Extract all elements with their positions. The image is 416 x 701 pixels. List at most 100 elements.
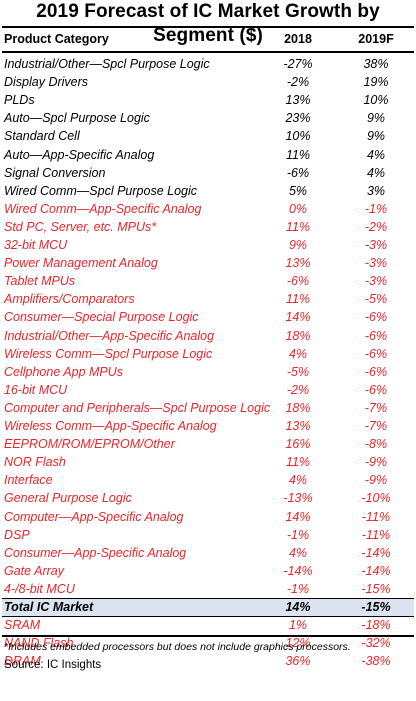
table-row: Wireless Comm—Spcl Purpose Logic 4% -6% (0, 345, 416, 363)
table-row: Consumer—App-Specific Analog 4% -14% (0, 544, 416, 562)
cell-category: Auto—Spcl Purpose Logic (4, 111, 150, 126)
table-row: General Purpose Logic -13% -10% (0, 489, 416, 507)
table-row: Interface 4% -9% (0, 471, 416, 489)
cell-2019f: -6% (364, 310, 388, 325)
table-row: Wireless Comm—App-Specific Analog 13% -7% (0, 417, 416, 435)
cell-2019f: -3% (364, 238, 388, 252)
cell-2019f: -14% (361, 563, 391, 578)
cell-2018: 9% (288, 238, 308, 252)
cell-2018: 11% (285, 292, 311, 307)
header-product-category: Product Category (4, 32, 109, 46)
table-row: NAND Flash 12% -32% (0, 634, 416, 652)
cell-2019f: -11% (361, 509, 391, 524)
cell-2018: 14% (285, 600, 311, 614)
cell-2018: 0% (288, 201, 308, 216)
cell-category: SRAM (4, 618, 41, 633)
cell-2018: 13% (285, 419, 311, 433)
cell-category: EEPROM/ROM/EPROM/Other (4, 437, 175, 452)
cell-category: Industrial/Other—Spcl Purpose Logic (4, 57, 210, 71)
cell-2018: 12% (285, 636, 311, 651)
cell-2018: 18% (285, 400, 311, 415)
table-row: EEPROM/ROM/EPROM/Other 16% -8% (0, 435, 416, 453)
cell-category: Industrial/Other—App-Specific Analog (4, 328, 215, 343)
cell-category: Power Management Analog (4, 256, 158, 271)
cell-category: Cellphone App MPUs (4, 364, 124, 379)
cell-category: Wireless Comm—App-Specific Analog (4, 419, 217, 433)
cell-2018: -13% (283, 491, 313, 506)
table-row: Std PC, Server, etc. MPUs* 11% -2% (0, 218, 416, 236)
cell-2018: 4% (288, 473, 308, 488)
table-row: Wired Comm—App-Specific Analog 0% -1% (0, 200, 416, 218)
cell-category: 16-bit MCU (4, 382, 68, 397)
table-row: Cellphone App MPUs -5% -6% (0, 363, 416, 381)
cell-2019f: -5% (364, 292, 388, 307)
cell-2019f: -10% (361, 491, 391, 506)
cell-category: Standard Cell (4, 129, 80, 144)
cell-category: NOR Flash (4, 455, 66, 470)
cell-2019f: 4% (366, 165, 386, 180)
cell-category: Wired Comm—Spcl Purpose Logic (4, 183, 198, 198)
cell-2019f: -11% (361, 527, 391, 542)
cell-2018: -2% (286, 75, 310, 90)
cell-category: Std PC, Server, etc. MPUs* (4, 219, 157, 234)
table-row: DSP -1% -11% (0, 526, 416, 544)
cell-2019f: -6% (364, 382, 388, 397)
cell-2018: -6% (286, 165, 310, 180)
cell-2018: 11% (285, 219, 311, 234)
header-2018: 2018 (284, 32, 312, 46)
cell-2018: 14% (285, 310, 311, 325)
cell-2018: 11% (285, 147, 311, 162)
cell-2018: -1% (286, 527, 310, 542)
cell-category: Consumer—App-Specific Analog (4, 545, 187, 560)
cell-category: Tablet MPUs (4, 274, 76, 289)
cell-2019f: 38% (363, 57, 389, 71)
table-row: Auto—Spcl Purpose Logic 23% 9% (0, 109, 416, 127)
cell-2019f: 4% (366, 147, 386, 162)
cell-category: General Purpose Logic (4, 491, 132, 506)
total-row-border (2, 616, 414, 618)
cell-category: Wired Comm—App-Specific Analog (4, 201, 202, 216)
cell-category: DRAM (4, 654, 41, 669)
cell-2018: 4% (288, 545, 308, 560)
cell-2019f: -15% (361, 600, 391, 614)
table-row: Tablet MPUs -6% -3% (0, 272, 416, 290)
cell-category: Computer—App-Specific Analog (4, 509, 184, 524)
cell-2018: 23% (285, 111, 311, 126)
cell-2019f: 3% (366, 183, 386, 198)
cell-2019f: -9% (364, 473, 388, 488)
table-bottom-divider (2, 635, 414, 637)
table-row: Industrial/Other—Spcl Purpose Logic -27% 3… (0, 55, 416, 73)
total-row-border (2, 598, 414, 599)
table-row: Amplifiers/Comparators 11% -5% (0, 290, 416, 308)
cell-2019f: -7% (364, 400, 388, 415)
cell-2019f: -38% (361, 654, 391, 669)
cell-2018: 13% (285, 93, 311, 108)
table-row: Standard Cell 10% 9% (0, 127, 416, 145)
total-row: Total IC Market 14% -15% (0, 598, 416, 616)
table-row: Computer—App-Specific Analog 14% -11% (0, 508, 416, 526)
cell-2019f: -2% (364, 219, 388, 234)
cell-2019f: -32% (361, 636, 391, 651)
table-row: Power Management Analog 13% -3% (0, 254, 416, 272)
table-row: Wired Comm—Spcl Purpose Logic 5% 3% (0, 182, 416, 200)
cell-2018: 10% (285, 129, 311, 144)
cell-2019f: -8% (364, 437, 388, 452)
cell-2018: -27% (283, 57, 313, 71)
cell-2019f: -6% (364, 328, 388, 343)
cell-2018: -14% (283, 563, 313, 578)
table-row: Consumer—Special Purpose Logic 14% -6% (0, 308, 416, 326)
table-row: Display Drivers -2% 19% (0, 73, 416, 91)
cell-category: Signal Conversion (4, 165, 106, 180)
cell-category: Wireless Comm—Spcl Purpose Logic (4, 346, 213, 361)
cell-2018: 11% (285, 455, 311, 470)
cell-category: 4-/8-bit MCU (4, 581, 75, 596)
table-header: Product Category 2018 2019F (0, 29, 416, 49)
table-row: 4-/8-bit MCU -1% -15% (0, 580, 416, 598)
table-row: Signal Conversion -6% 4% (0, 164, 416, 182)
chart-title: 2019 Forecast of IC Market Growth by Seg… (36, 1, 380, 46)
cell-2019f: -9% (364, 455, 388, 470)
cell-category: PLDs (4, 93, 35, 108)
cell-category: Interface (4, 473, 53, 488)
cell-2019f: -3% (364, 256, 388, 271)
